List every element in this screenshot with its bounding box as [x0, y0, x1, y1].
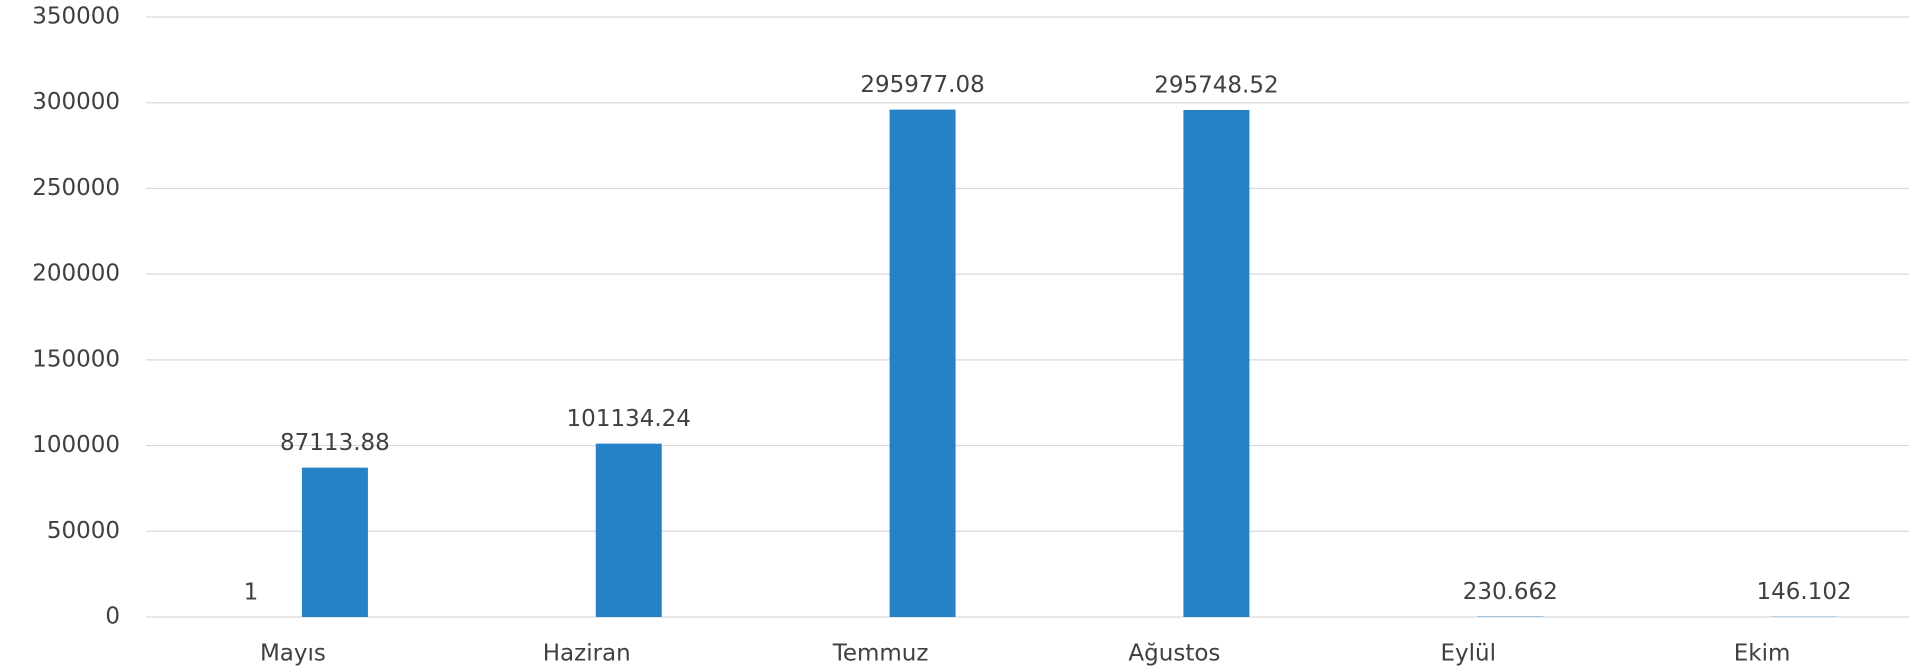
bar: [301, 467, 368, 617]
bar: [595, 443, 662, 617]
data-label: 146.102: [1757, 579, 1852, 605]
x-tick-label: Haziran: [543, 641, 631, 667]
bar: [889, 109, 956, 617]
y-tick-label: 50000: [47, 518, 120, 544]
y-tick-label: 350000: [32, 4, 120, 30]
data-label: 295977.08: [860, 72, 984, 98]
y-tick-label: 100000: [32, 432, 120, 458]
y-tick-label: 200000: [32, 261, 120, 287]
y-tick-label: 300000: [32, 89, 120, 115]
bar: [1183, 110, 1250, 618]
x-tick-label: Eylül: [1440, 641, 1496, 667]
x-tick-label: Mayıs: [260, 641, 326, 667]
data-label: 101134.24: [567, 406, 691, 432]
y-tick-label: 0: [105, 604, 120, 630]
data-label: 295748.52: [1154, 73, 1278, 99]
y-tick-label: 250000: [32, 175, 120, 201]
x-tick-label: Ağustos: [1128, 641, 1220, 667]
data-label: 1: [244, 579, 259, 605]
y-tick-label: 150000: [32, 346, 120, 372]
x-tick-label: Temmuz: [832, 641, 929, 667]
data-label: 230.662: [1463, 579, 1558, 605]
data-label: 87113.88: [280, 430, 390, 456]
x-tick-label: Ekim: [1734, 641, 1791, 667]
